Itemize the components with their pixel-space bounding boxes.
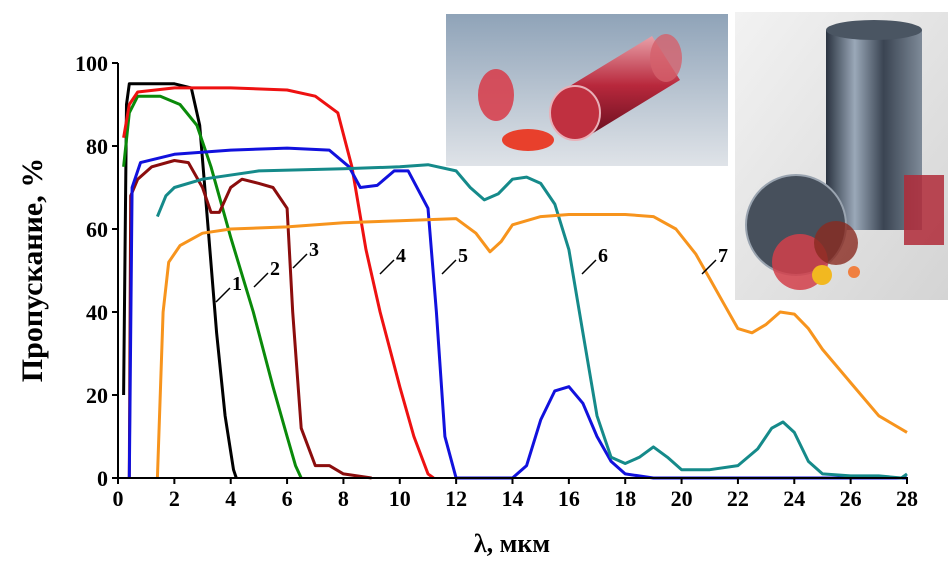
x-tick-label: 10 bbox=[389, 486, 411, 511]
y-tick-label: 20 bbox=[86, 383, 108, 408]
series-label: 6 bbox=[598, 245, 608, 267]
y-tick-label: 100 bbox=[75, 51, 108, 76]
label-leader bbox=[582, 260, 596, 274]
series-label: 1 bbox=[232, 273, 242, 295]
x-tick-label: 4 bbox=[225, 486, 236, 511]
y-tick-label: 60 bbox=[86, 217, 108, 242]
x-tick-label: 20 bbox=[671, 486, 693, 511]
series-label: 3 bbox=[309, 239, 319, 261]
series-label: 7 bbox=[718, 245, 728, 267]
label-leader bbox=[380, 260, 394, 274]
x-tick-label: 24 bbox=[783, 486, 805, 511]
series-line bbox=[124, 84, 237, 478]
x-tick-label: 2 bbox=[169, 486, 180, 511]
photo-crystals-2 bbox=[735, 12, 948, 300]
x-tick-label: 16 bbox=[558, 486, 580, 511]
series-label: 5 bbox=[458, 245, 468, 267]
series-label: 4 bbox=[396, 245, 406, 267]
label-leader bbox=[442, 260, 456, 274]
y-axis-label: Пропускание, % bbox=[16, 158, 49, 382]
series-line bbox=[124, 88, 434, 478]
x-tick-label: 14 bbox=[502, 486, 524, 511]
x-axis-label: λ, мкм bbox=[474, 529, 550, 558]
photo-crystals bbox=[446, 14, 728, 166]
x-tick-label: 8 bbox=[338, 486, 349, 511]
series-label: 2 bbox=[270, 258, 280, 280]
label-leader bbox=[254, 273, 268, 287]
y-tick-label: 0 bbox=[97, 466, 108, 491]
x-tick-label: 26 bbox=[840, 486, 862, 511]
chart: Пропускание, % λ, мкм 024681012141618202… bbox=[0, 0, 949, 560]
x-tick-label: 28 bbox=[896, 486, 918, 511]
x-tick-label: 6 bbox=[282, 486, 293, 511]
label-leader bbox=[216, 288, 230, 302]
x-tick-label: 0 bbox=[113, 486, 124, 511]
y-tick-label: 40 bbox=[86, 300, 108, 325]
x-tick-label: 18 bbox=[614, 486, 636, 511]
series-line bbox=[129, 161, 371, 479]
x-tick-label: 22 bbox=[727, 486, 749, 511]
label-leader bbox=[293, 254, 307, 268]
y-tick-label: 80 bbox=[86, 134, 108, 159]
x-tick-label: 12 bbox=[445, 486, 467, 511]
